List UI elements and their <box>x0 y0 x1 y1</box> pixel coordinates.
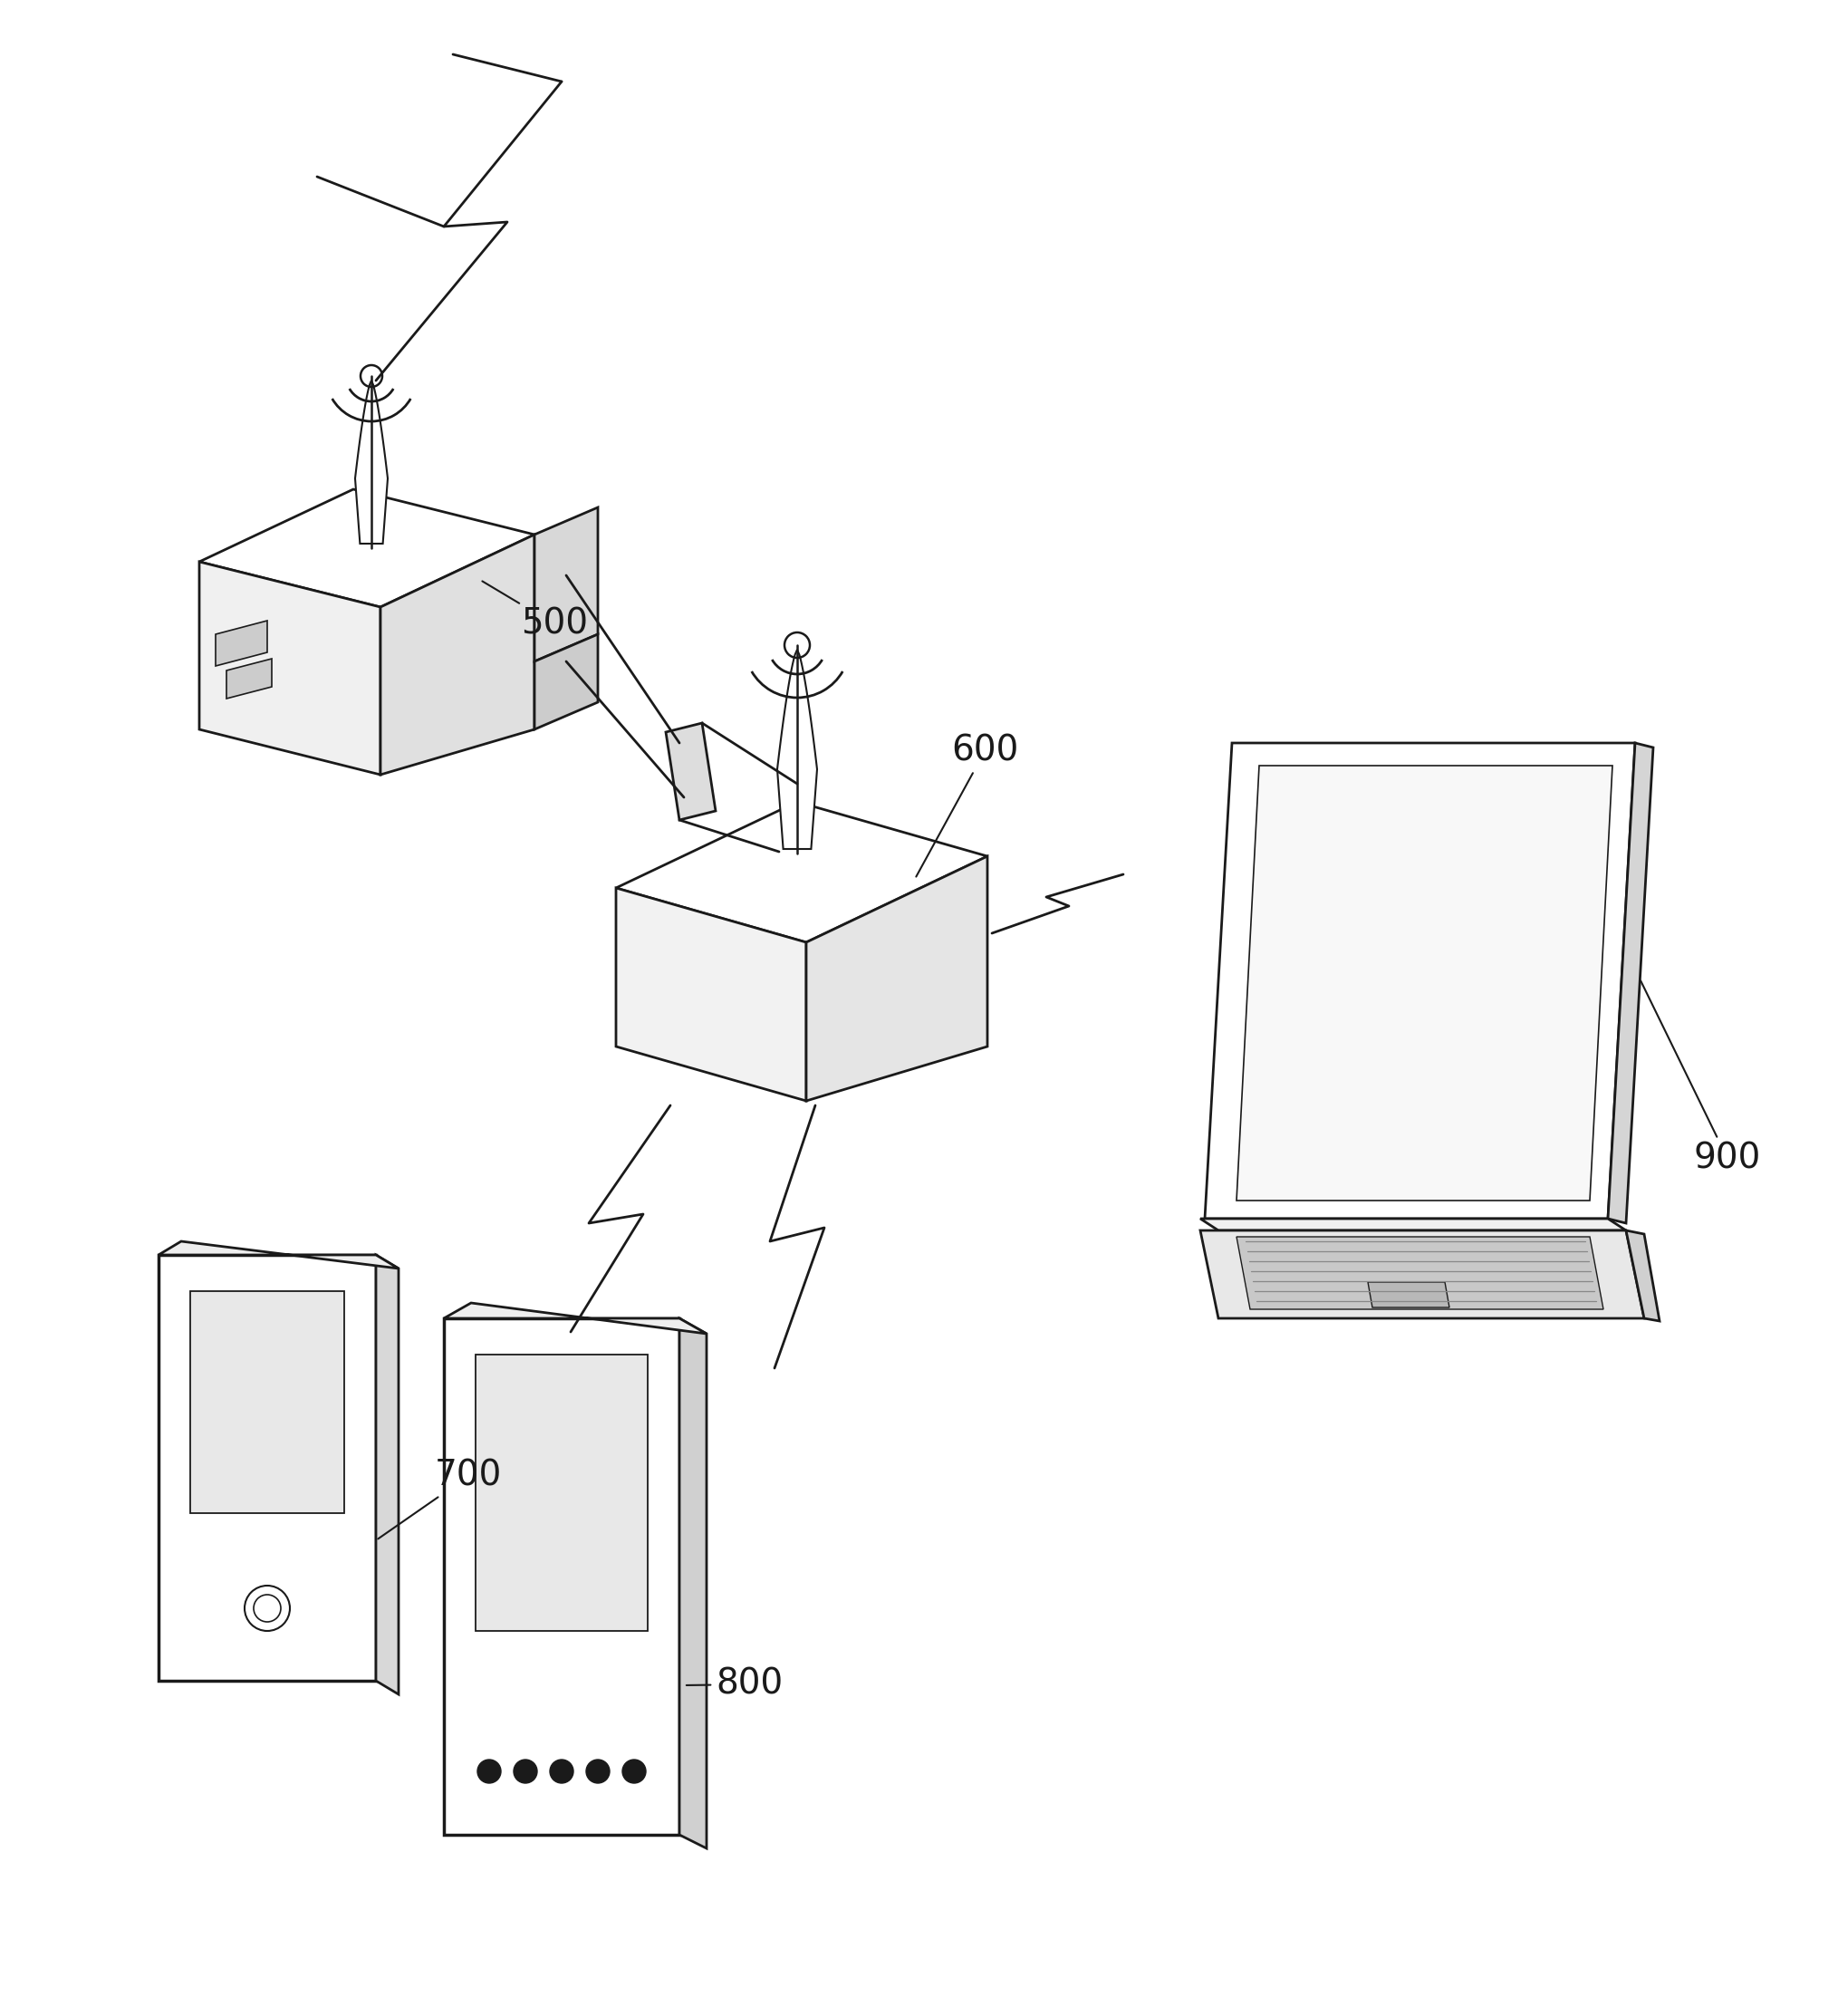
Polygon shape <box>226 659 272 700</box>
Polygon shape <box>1367 1282 1450 1308</box>
Polygon shape <box>1608 744 1652 1224</box>
Text: 500: 500 <box>482 581 588 641</box>
Polygon shape <box>380 534 535 774</box>
Polygon shape <box>807 857 987 1101</box>
Polygon shape <box>199 562 380 774</box>
Polygon shape <box>1237 766 1612 1202</box>
Polygon shape <box>215 621 267 665</box>
Circle shape <box>254 1595 281 1621</box>
Text: 600: 600 <box>915 734 1018 877</box>
Polygon shape <box>1200 1230 1645 1318</box>
Polygon shape <box>1204 744 1636 1218</box>
Polygon shape <box>189 1290 344 1514</box>
Polygon shape <box>1200 1218 1627 1230</box>
Polygon shape <box>616 887 807 1101</box>
Circle shape <box>478 1760 502 1782</box>
Text: 700: 700 <box>379 1460 502 1538</box>
Polygon shape <box>535 508 597 661</box>
Circle shape <box>550 1760 573 1782</box>
Circle shape <box>513 1760 537 1782</box>
Polygon shape <box>476 1355 647 1631</box>
Polygon shape <box>355 381 388 544</box>
Polygon shape <box>535 635 597 730</box>
Polygon shape <box>1237 1236 1603 1308</box>
Polygon shape <box>199 490 535 607</box>
Polygon shape <box>665 724 715 821</box>
Polygon shape <box>1627 1230 1660 1320</box>
Polygon shape <box>158 1254 377 1681</box>
Polygon shape <box>443 1302 706 1335</box>
Circle shape <box>623 1760 645 1782</box>
Polygon shape <box>777 649 818 849</box>
Polygon shape <box>158 1242 399 1268</box>
Text: 900: 900 <box>1641 982 1761 1175</box>
Polygon shape <box>616 802 987 941</box>
Polygon shape <box>377 1254 399 1693</box>
Circle shape <box>586 1760 610 1782</box>
Polygon shape <box>443 1318 680 1835</box>
Text: 800: 800 <box>686 1667 783 1702</box>
Polygon shape <box>680 1318 706 1849</box>
